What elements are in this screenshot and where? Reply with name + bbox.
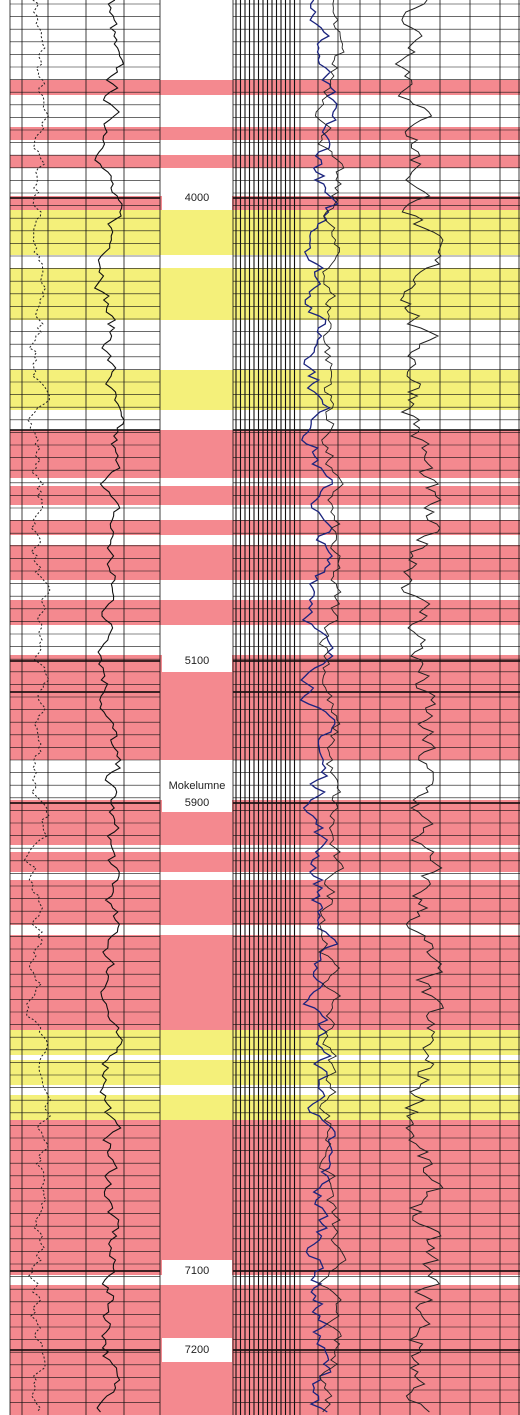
label-window: [162, 1338, 232, 1362]
shade-band: [10, 1120, 520, 1275]
depth-label: 4000: [185, 192, 209, 204]
shade-band: [10, 1060, 520, 1085]
label-window: [162, 778, 232, 812]
depth-label: 7100: [185, 1265, 209, 1277]
shade-band: [10, 127, 520, 140]
shade-band: [10, 520, 520, 535]
depth-label: 5100: [185, 655, 209, 667]
shade-band: [10, 370, 520, 410]
shade-band: [10, 1095, 520, 1120]
depth-label: 7200: [185, 1344, 209, 1356]
curves: [23, 0, 445, 1413]
shade-band: [10, 655, 520, 760]
log-curve: [394, 0, 445, 1413]
shade-band: [10, 852, 520, 872]
log-curve: [23, 0, 52, 1413]
depth-label: 5900: [185, 797, 209, 809]
shade-band: [10, 155, 520, 168]
shade-band: [10, 196, 520, 210]
depth-labels: 4000 5100 Mokelumne 5900 7100 7200: [169, 192, 226, 1356]
shade-band: [10, 430, 520, 478]
shade-band: [10, 935, 520, 1030]
label-window: [162, 185, 232, 210]
depth-label: Mokelumne: [169, 780, 226, 792]
shade-band: [10, 800, 520, 845]
log-curve: [299, 0, 339, 1413]
label-window: [162, 1260, 232, 1282]
shade-band: [10, 210, 520, 255]
shade-band: [10, 880, 520, 925]
shade-band: [10, 545, 520, 580]
log-curve: [314, 0, 347, 1413]
log-curve: [93, 0, 125, 1413]
label-window: [162, 650, 232, 672]
shade-band: [10, 600, 520, 625]
shade-band: [10, 1030, 520, 1055]
grid: [9, 0, 520, 1415]
shade-band: [10, 80, 520, 95]
